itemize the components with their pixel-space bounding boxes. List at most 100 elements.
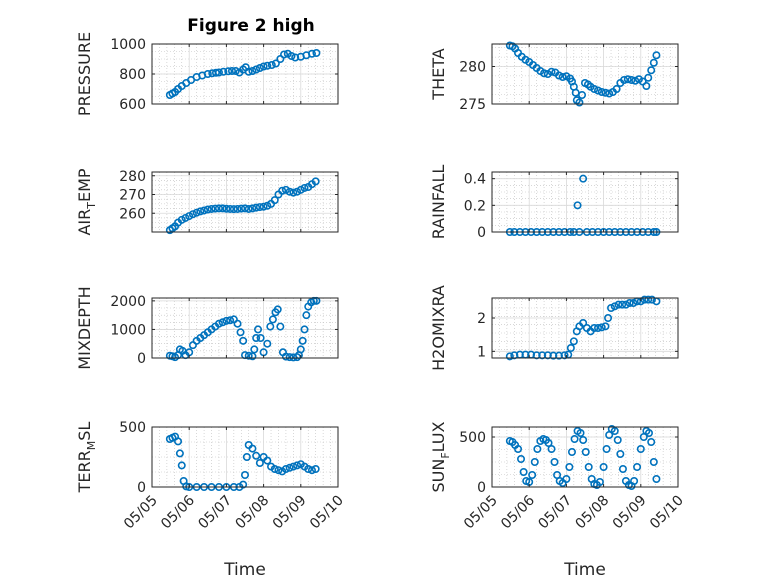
data-point	[532, 351, 541, 360]
data-point	[239, 480, 248, 489]
y-tick-label: 0.4	[464, 172, 486, 188]
data-point	[311, 177, 320, 186]
data-point	[281, 464, 290, 473]
data-point	[550, 457, 559, 466]
data-point	[570, 434, 579, 443]
y-tick-label: 0	[137, 480, 146, 496]
plot-area	[492, 298, 678, 358]
data-point	[263, 339, 272, 348]
data-point	[575, 98, 584, 107]
y-axis-label: AIRTEMP	[75, 168, 98, 235]
data-point	[649, 58, 658, 67]
data-point	[266, 322, 275, 331]
y-tick-label: 280	[459, 60, 486, 76]
x-axis-label: Time	[223, 560, 266, 580]
data-point	[271, 59, 280, 68]
data-point	[242, 452, 251, 461]
x-tick-label: 05/09	[610, 493, 650, 533]
data-point	[192, 208, 201, 217]
data-point	[647, 66, 656, 75]
data-point	[263, 456, 272, 465]
data-point	[505, 352, 514, 361]
data-point	[188, 210, 197, 219]
axes-box	[491, 297, 679, 359]
data-point	[298, 336, 307, 345]
data-point	[231, 67, 240, 76]
data-point	[273, 305, 282, 314]
data-point	[621, 300, 630, 309]
data-point	[584, 462, 593, 471]
data-point	[599, 462, 608, 471]
data-point	[307, 466, 316, 475]
y-tick-label: 1000	[110, 322, 146, 338]
data-point	[226, 204, 235, 213]
data-point	[177, 461, 186, 470]
data-point	[285, 463, 294, 472]
data-point	[610, 426, 619, 435]
axes-box	[491, 171, 679, 233]
data-point	[528, 470, 537, 479]
data-point	[578, 91, 587, 100]
data-point	[519, 467, 528, 476]
x-tick-label: 05/10	[647, 493, 687, 533]
data-point	[248, 352, 257, 361]
data-point	[558, 73, 567, 82]
y-tick-label: 0	[137, 351, 146, 367]
y-tick-label: 800	[119, 67, 146, 83]
subplot-5: 0 1000 2000 MIXDEPTH	[75, 286, 339, 370]
data-point	[533, 444, 542, 453]
x-tick-label: 05/05	[121, 493, 161, 533]
y-axis-label: RAINFALL	[429, 165, 448, 240]
data-point	[267, 60, 276, 69]
data-point	[311, 464, 320, 473]
data-point	[289, 462, 298, 471]
data-point	[616, 449, 625, 458]
y-axis-label: H2OMIXRA	[429, 285, 448, 371]
data-point	[252, 65, 261, 74]
data-point	[252, 451, 261, 460]
data-point	[278, 186, 287, 195]
data-point	[281, 352, 290, 361]
data-point	[543, 351, 552, 360]
y-tick-label: 2	[477, 311, 486, 327]
data-point	[203, 205, 212, 214]
data-point	[652, 51, 661, 60]
data-point	[601, 322, 610, 331]
data-point	[244, 67, 253, 76]
data-point	[647, 437, 656, 446]
data-point	[293, 461, 302, 470]
data-point	[614, 300, 623, 309]
data-point	[649, 457, 658, 466]
y-tick-label: 280	[119, 169, 146, 185]
data-point	[567, 447, 576, 456]
data-point	[222, 316, 231, 325]
y-tick-label: 600	[119, 97, 146, 113]
data-point	[579, 318, 588, 327]
x-tick-label: 05/09	[270, 493, 310, 533]
data-point	[554, 351, 563, 360]
figure-title: Figure 2 high	[187, 16, 315, 36]
x-tick-label: 05/07	[535, 493, 575, 533]
axes-box	[151, 297, 339, 359]
data-point	[642, 82, 651, 91]
data-point	[287, 51, 296, 60]
data-point	[256, 333, 265, 342]
data-point	[569, 337, 578, 346]
data-point	[618, 464, 627, 473]
data-point	[252, 333, 261, 342]
y-tick-label: 500	[119, 420, 146, 436]
subplot-2: 275 280 THETA	[429, 41, 679, 113]
y-tick-label: 260	[119, 206, 146, 222]
data-point	[255, 64, 264, 73]
data-point	[579, 435, 588, 444]
data-point	[174, 437, 183, 446]
x-axis-label: Time	[563, 560, 606, 580]
data-point	[255, 203, 264, 212]
data-point	[211, 68, 220, 77]
data-point	[254, 325, 263, 334]
x-tick-label: 05/06	[498, 492, 538, 532]
data-point	[549, 351, 558, 360]
y-tick-label: 2000	[110, 294, 146, 310]
